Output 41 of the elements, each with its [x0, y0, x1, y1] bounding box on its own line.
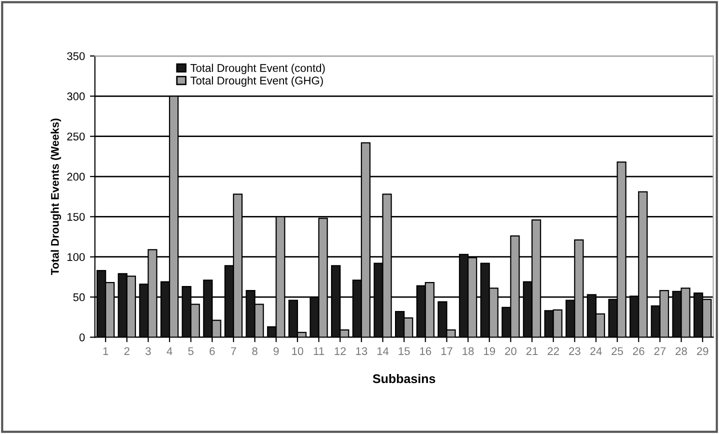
- y-tick-label: 0: [79, 333, 85, 342]
- x-tick-label: 26: [633, 347, 644, 356]
- x-axis-title: Subbasins: [372, 374, 436, 384]
- x-tick-label: 4: [166, 347, 172, 355]
- x-tick-label: 23: [569, 347, 580, 356]
- x-tick-label: 22: [548, 347, 559, 355]
- x-tick-label: 20: [505, 347, 516, 356]
- y-tick-label: 100: [67, 253, 85, 261]
- y-axis-title: Total Drought Events (Weeks): [50, 118, 62, 275]
- x-tick-label: 7: [230, 347, 236, 355]
- y-tick-label: 200: [67, 172, 85, 181]
- x-tick-label: 12: [334, 347, 346, 355]
- x-tick-label: 27: [654, 347, 666, 355]
- x-tick-label: 9: [274, 347, 279, 356]
- x-tick-label: 13: [356, 347, 368, 356]
- x-tick-label: 6: [210, 347, 215, 356]
- x-tick-label: 16: [420, 347, 432, 356]
- x-tick-label: 28: [676, 347, 687, 356]
- x-tick-label: 21: [526, 347, 538, 355]
- y-tick-label: 150: [67, 212, 85, 221]
- y-tick-label: 300: [67, 92, 85, 100]
- x-tick-label: 25: [612, 347, 624, 356]
- x-tick-label: 24: [590, 347, 602, 355]
- x-tick-label: 29: [696, 347, 708, 356]
- x-tick-label: 2: [124, 347, 130, 355]
- x-tick-label: 10: [292, 347, 304, 356]
- x-tick-label: 5: [188, 347, 194, 356]
- x-tick-label: 3: [146, 347, 151, 356]
- x-tick-label: 14: [377, 347, 389, 355]
- legend-label: Total Drought Event (GHG): [190, 76, 323, 87]
- x-tick-label: 17: [441, 347, 452, 355]
- x-tick-label: 19: [484, 347, 496, 356]
- y-tick-label: 250: [67, 132, 85, 140]
- legend-label: Total Drought Event (contd): [190, 64, 325, 74]
- x-tick-label: 11: [314, 347, 324, 355]
- y-tick-label: 50: [73, 293, 85, 302]
- x-tick-label: 8: [252, 347, 258, 356]
- x-tick-label: 15: [398, 347, 410, 356]
- x-tick-label: 18: [462, 347, 474, 356]
- y-tick-label: 350: [67, 52, 85, 60]
- x-tick-label: 1: [103, 347, 108, 355]
